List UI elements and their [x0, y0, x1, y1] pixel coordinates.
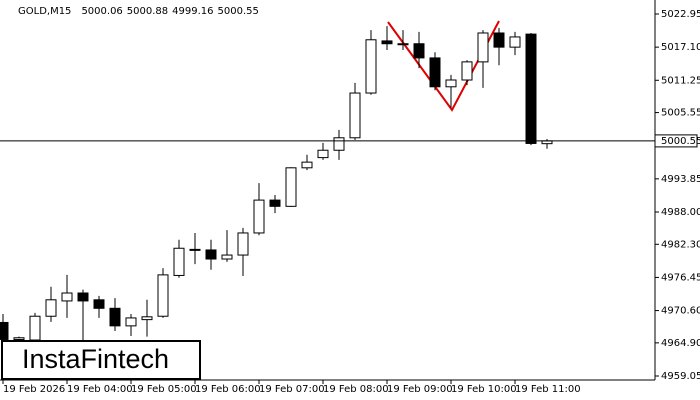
candle-body — [237, 232, 249, 256]
y-tick-label: 5011.25 — [661, 75, 700, 86]
x-tick-label: 19 Feb 11:00 — [515, 384, 581, 395]
x-tick-label: 19 Feb 09:00 — [387, 384, 453, 395]
x-tick-label: 19 Feb 2026 — [3, 384, 65, 395]
header-ohlc: 5000.06 — [81, 6, 122, 17]
header: GOLD,M15 5000.06 5000.88 4999.16 5000.55 — [18, 6, 259, 17]
x-tick-label: 19 Feb 04:00 — [67, 384, 133, 395]
x-tick-label: 19 Feb 05:00 — [131, 384, 197, 395]
x-tick-label: 19 Feb 08:00 — [323, 384, 389, 395]
watermark-box — [1, 340, 201, 380]
current-price-label: 5000.55 — [661, 136, 700, 147]
y-tick-label: 4964.90 — [661, 338, 700, 349]
candle-body — [397, 43, 409, 46]
candle-body — [493, 32, 505, 48]
x-tick-label: 19 Feb 07:00 — [259, 384, 325, 395]
candle-body — [93, 299, 105, 309]
candle-body — [317, 149, 329, 159]
candle-body — [125, 317, 137, 327]
candle-body — [221, 254, 233, 260]
candle-body — [461, 61, 473, 81]
candle-body — [445, 79, 457, 88]
candle-body — [13, 337, 25, 340]
candle-body — [45, 299, 57, 317]
candle-body — [141, 316, 153, 321]
candle-body — [0, 321, 9, 340]
candle-body — [477, 32, 489, 63]
y-tick-label: 4993.85 — [661, 174, 700, 185]
candle-body — [189, 248, 201, 251]
candle-body — [301, 161, 313, 169]
symbol: GOLD,M15 — [18, 6, 71, 17]
candle-body — [173, 247, 185, 276]
candle-body — [285, 167, 297, 207]
candle-body — [269, 199, 281, 207]
x-tick-label: 19 Feb 10:00 — [451, 384, 517, 395]
candle-body — [429, 57, 441, 88]
candle-body — [205, 249, 217, 260]
candle-body — [509, 36, 521, 48]
candle-body — [365, 39, 377, 94]
y-tick-label: 5022.95 — [661, 9, 700, 20]
candle-body — [157, 274, 169, 317]
candle-body — [29, 315, 41, 341]
candle-body — [61, 292, 73, 302]
candle-body — [349, 92, 361, 139]
y-tick-label: 4959.05 — [661, 371, 700, 382]
header-ohlc: 4999.16 — [172, 6, 213, 17]
candle-body — [525, 33, 537, 144]
watermark: InstaFintech — [22, 344, 169, 374]
candle-body — [253, 199, 265, 234]
candle-body — [77, 292, 89, 302]
candle-body — [109, 307, 121, 327]
current-price-box — [654, 134, 698, 148]
y-tick-label: 5017.10 — [661, 42, 700, 53]
header-ohlc: 5000.88 — [127, 6, 168, 17]
y-tick-label: 4982.30 — [661, 239, 700, 250]
candle-body — [413, 43, 425, 59]
x-tick-label: 19 Feb 06:00 — [195, 384, 261, 395]
y-tick-label: 4988.00 — [661, 207, 700, 218]
y-tick-label: 4976.45 — [661, 272, 700, 283]
candle-body — [381, 40, 393, 45]
y-tick-label: 4970.60 — [661, 306, 700, 317]
header-ohlc: 5000.55 — [218, 6, 259, 17]
candle-body — [333, 137, 345, 151]
y-tick-label: 5005.55 — [661, 108, 700, 119]
